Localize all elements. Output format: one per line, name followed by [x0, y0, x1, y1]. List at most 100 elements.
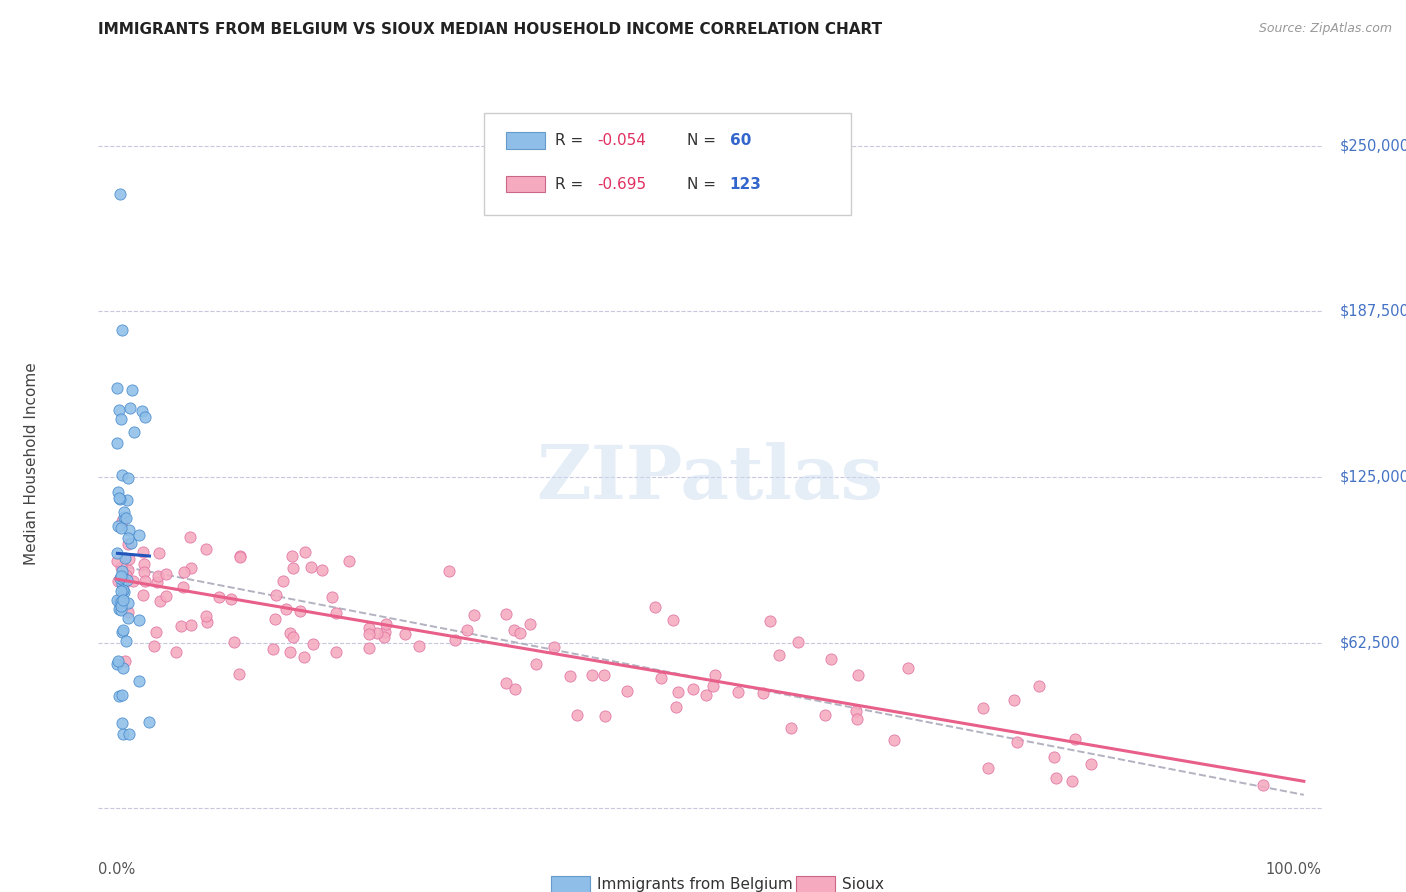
- Point: [111, 688, 134, 702]
- Point: [110, 715, 132, 730]
- Text: $250,000: $250,000: [1340, 138, 1406, 153]
- FancyBboxPatch shape: [484, 112, 851, 215]
- Point: [165, 645, 187, 659]
- Point: [219, 591, 242, 606]
- Point: [121, 383, 143, 397]
- Point: [661, 613, 683, 627]
- Text: -0.695: -0.695: [598, 177, 647, 192]
- Point: [845, 712, 868, 726]
- Point: [112, 505, 135, 519]
- Point: [813, 708, 835, 723]
- Point: [288, 604, 311, 618]
- Point: [820, 652, 842, 666]
- Point: [325, 645, 347, 659]
- Point: [1060, 774, 1083, 789]
- Point: [195, 615, 218, 629]
- Text: $62,500: $62,500: [1340, 635, 1400, 650]
- Point: [281, 630, 304, 644]
- Point: [666, 685, 689, 699]
- Point: [149, 594, 172, 608]
- Point: [509, 626, 531, 640]
- Point: [134, 410, 156, 425]
- Point: [132, 557, 155, 571]
- Point: [107, 403, 129, 417]
- Point: [229, 550, 252, 565]
- Point: [593, 667, 616, 681]
- Point: [114, 511, 136, 525]
- Point: [883, 733, 905, 747]
- Point: [143, 639, 166, 653]
- Point: [108, 690, 131, 704]
- Point: [357, 626, 380, 640]
- Point: [543, 640, 565, 655]
- Point: [110, 583, 132, 598]
- FancyBboxPatch shape: [506, 133, 546, 149]
- Point: [229, 549, 252, 563]
- Point: [695, 688, 717, 702]
- Point: [111, 661, 134, 675]
- Point: [650, 671, 672, 685]
- Point: [112, 593, 135, 607]
- Point: [120, 536, 142, 550]
- Point: [155, 589, 177, 603]
- Point: [311, 563, 333, 577]
- Point: [107, 554, 129, 568]
- Point: [179, 530, 201, 544]
- Point: [110, 521, 132, 535]
- Point: [107, 657, 129, 672]
- Point: [112, 583, 135, 598]
- Point: [503, 623, 526, 637]
- Point: [122, 425, 145, 440]
- Point: [276, 601, 298, 615]
- Text: 100.0%: 100.0%: [1265, 863, 1322, 878]
- Text: Median Household Income: Median Household Income: [24, 362, 38, 566]
- Point: [110, 411, 132, 425]
- Point: [278, 645, 301, 659]
- Point: [373, 630, 395, 644]
- Point: [180, 617, 202, 632]
- Text: Source: ZipAtlas.com: Source: ZipAtlas.com: [1258, 22, 1392, 36]
- Point: [374, 625, 396, 640]
- Point: [194, 609, 217, 624]
- Point: [503, 681, 526, 696]
- Text: 60: 60: [730, 133, 751, 148]
- Point: [138, 714, 160, 729]
- Point: [704, 668, 727, 682]
- Point: [115, 574, 138, 588]
- Point: [112, 624, 135, 638]
- Point: [145, 624, 167, 639]
- Text: N =: N =: [686, 177, 721, 192]
- Point: [111, 573, 134, 587]
- Point: [118, 552, 141, 566]
- Point: [1005, 735, 1028, 749]
- Point: [107, 518, 129, 533]
- Text: ZIPatlas: ZIPatlas: [537, 442, 883, 515]
- Text: 123: 123: [730, 177, 762, 192]
- Point: [111, 468, 134, 483]
- Point: [131, 404, 153, 418]
- Point: [173, 565, 195, 579]
- Point: [107, 592, 129, 607]
- Point: [208, 590, 231, 604]
- Point: [108, 491, 131, 505]
- Point: [281, 549, 304, 563]
- Point: [117, 611, 139, 625]
- Point: [114, 655, 136, 669]
- Point: [111, 577, 134, 591]
- Point: [110, 599, 132, 613]
- Point: [117, 537, 139, 551]
- Point: [644, 599, 666, 614]
- Point: [170, 618, 193, 632]
- Text: Sioux: Sioux: [842, 877, 884, 892]
- Point: [128, 527, 150, 541]
- Text: R =: R =: [555, 133, 588, 148]
- Point: [180, 561, 202, 575]
- Point: [359, 641, 381, 656]
- Point: [1028, 679, 1050, 693]
- Point: [437, 565, 460, 579]
- Point: [228, 667, 250, 681]
- Point: [107, 574, 129, 589]
- Point: [271, 574, 294, 589]
- Point: [145, 574, 167, 589]
- Point: [134, 574, 156, 589]
